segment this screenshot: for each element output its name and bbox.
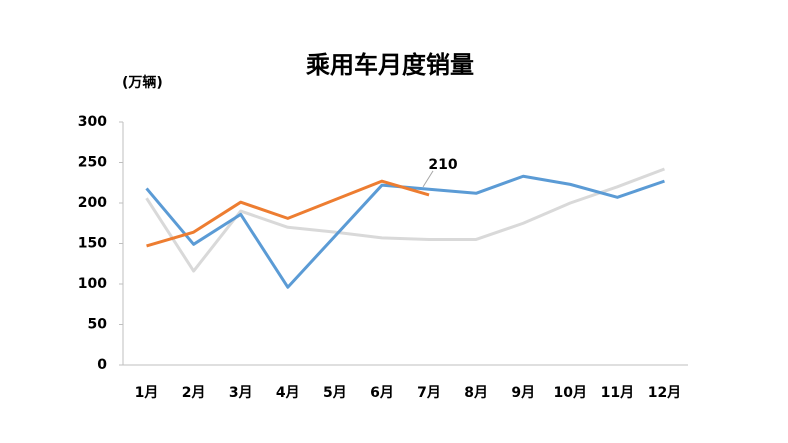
leader-line — [422, 170, 434, 188]
x-tick-label: 3月 — [229, 385, 253, 401]
x-tick-label: 2月 — [182, 385, 206, 401]
x-tick-label: 7月 — [417, 385, 441, 401]
x-tick-label: 10月 — [554, 385, 587, 401]
chart-title: 乘用车月度销量 — [305, 51, 474, 79]
x-tick-label: 5月 — [323, 385, 347, 401]
y-tick-label: 250 — [78, 155, 107, 171]
y-tick-label: 0 — [97, 357, 107, 373]
y-tick-label: 50 — [88, 317, 108, 333]
x-tick-label: 12月 — [648, 385, 681, 401]
y-axis-label: (万辆) — [122, 74, 163, 91]
x-tick-label: 11月 — [601, 385, 634, 401]
y-tick-label: 300 — [78, 114, 107, 130]
y-tick-label: 150 — [78, 236, 107, 252]
x-tick-label: 8月 — [464, 385, 488, 401]
x-tick-label: 9月 — [511, 385, 535, 401]
series-line — [146, 179, 430, 248]
y-tick-label: 100 — [78, 276, 107, 292]
x-tick-label: 1月 — [135, 385, 159, 401]
x-tick-label: 4月 — [276, 385, 300, 401]
y-tick-label: 200 — [78, 195, 107, 211]
data-label: 210 — [428, 157, 457, 173]
x-tick-label: 6月 — [370, 385, 394, 401]
